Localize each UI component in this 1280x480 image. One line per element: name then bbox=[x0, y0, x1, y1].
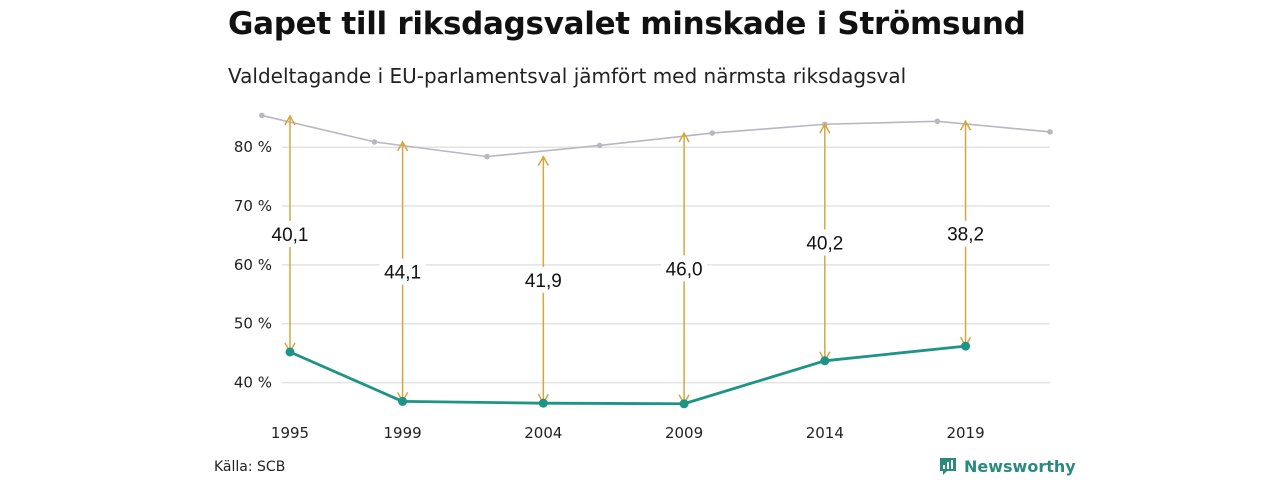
riksdag-point bbox=[484, 153, 490, 160]
gap-labels: 40,1 44,1 41,9 46,0 40,2 38,2 bbox=[267, 220, 989, 293]
eu-line bbox=[289, 344, 966, 406]
source-note: Källa: SCB bbox=[214, 459, 286, 475]
gap-label-bg bbox=[942, 220, 989, 247]
eu-point bbox=[679, 399, 689, 409]
gap-arrow-head-top bbox=[284, 114, 296, 126]
eu-series bbox=[285, 341, 971, 409]
gap-label-bg bbox=[661, 255, 708, 282]
eu-point bbox=[538, 398, 548, 408]
riksdag-point bbox=[596, 142, 603, 149]
gap-label: 38,2 bbox=[947, 225, 984, 246]
chart-title: Gapet till riksdagsvalet minskade i Strö… bbox=[228, 6, 1026, 42]
chart-subtitle: Valdeltagande i EU-parlamentsval jämfört… bbox=[228, 64, 907, 88]
riksdag-series bbox=[259, 112, 1053, 160]
gap-arrow-head-top bbox=[537, 155, 549, 166]
gap-label-bg bbox=[520, 266, 567, 293]
x-tick-label: 2009 bbox=[665, 424, 703, 442]
x-tick-label: 2019 bbox=[946, 424, 984, 442]
gap-label: 44,1 bbox=[384, 263, 421, 284]
x-tick-label: 1999 bbox=[383, 424, 421, 442]
eu-point bbox=[961, 341, 971, 351]
riksdag-point bbox=[934, 118, 941, 125]
x-tick-label: 2014 bbox=[806, 424, 844, 442]
eu-point bbox=[820, 356, 830, 366]
x-tick-label: 2004 bbox=[524, 424, 562, 442]
y-tick-label: 60 % bbox=[234, 256, 272, 274]
gap-arrow-head-top bbox=[819, 122, 831, 134]
brand-logo: Newsworthy bbox=[938, 456, 1076, 476]
gap-arrow-head-top bbox=[678, 131, 690, 143]
gap-label-bg bbox=[801, 229, 848, 256]
x-tick-label: 1995 bbox=[271, 424, 309, 442]
brand-name: Newsworthy bbox=[964, 456, 1076, 476]
gap-label: 46,0 bbox=[666, 259, 703, 280]
x-axis: 1995 1999 2004 2009 2014 2019 bbox=[271, 424, 985, 442]
eu-point bbox=[285, 347, 295, 357]
gap-arrow-head-top bbox=[396, 140, 409, 152]
eu-point bbox=[398, 396, 408, 406]
gap-label: 40,1 bbox=[272, 225, 309, 246]
gap-label: 40,2 bbox=[806, 234, 843, 255]
riksdag-point bbox=[371, 139, 378, 145]
riksdag-point bbox=[1047, 129, 1053, 135]
gap-arrow-head-top bbox=[959, 119, 972, 131]
riksdag-point bbox=[259, 112, 265, 119]
gap-label-bg bbox=[267, 220, 313, 247]
y-tick-label: 70 % bbox=[234, 197, 272, 215]
y-tick-label: 50 % bbox=[234, 315, 272, 333]
y-tick-label: 40 % bbox=[234, 374, 272, 392]
bar-chart-logo-icon bbox=[940, 458, 956, 475]
riksdag-point bbox=[709, 130, 716, 136]
gap-label: 41,9 bbox=[525, 271, 562, 292]
y-tick-label: 80 % bbox=[234, 138, 272, 156]
y-axis: 40 % 50 % 60 % 70 % 80 % bbox=[234, 138, 272, 391]
riksdag-line bbox=[261, 114, 1051, 158]
gap-label-bg bbox=[379, 258, 426, 285]
